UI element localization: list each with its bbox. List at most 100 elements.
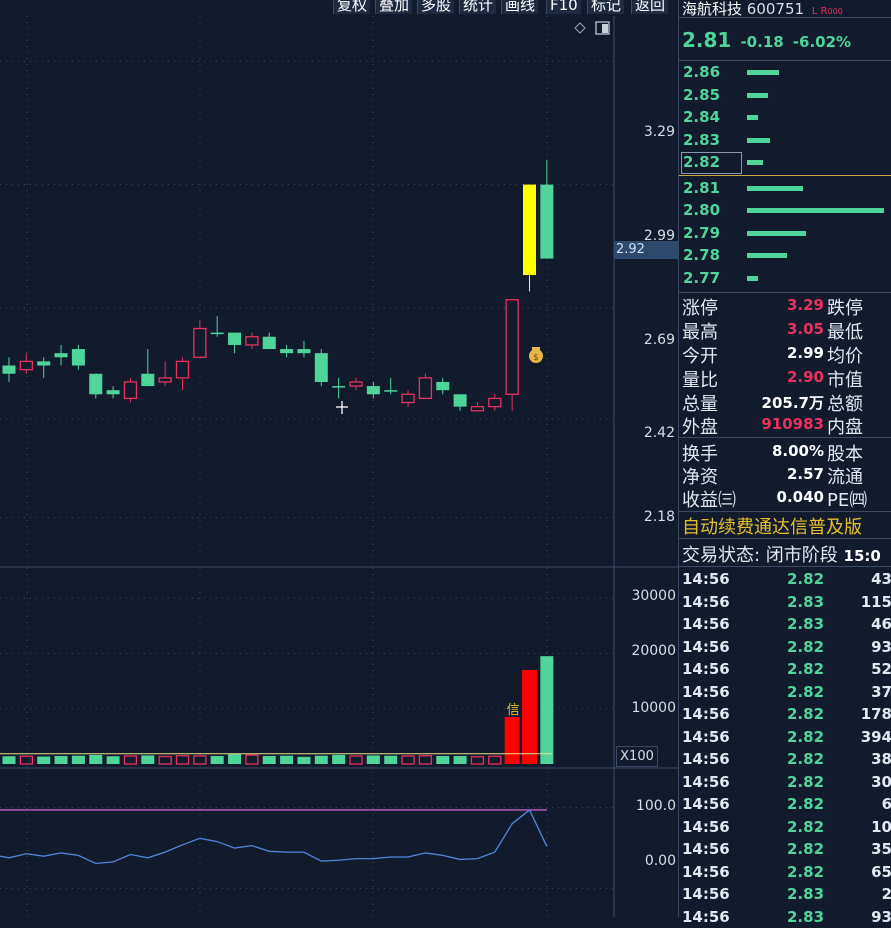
money-bag-icon: $ <box>529 347 543 363</box>
tick-price: 2.82 <box>787 840 825 858</box>
stat-value: 2.99 <box>786 344 824 362</box>
stat-label-2: 市值 <box>827 370 863 391</box>
tick-volume: 93 <box>871 637 891 656</box>
stock-title[interactable]: 海航科技 600751 L R000 <box>682 0 843 19</box>
ask-row[interactable]: 2.83 <box>679 130 891 152</box>
volume-series: 信 <box>0 656 554 765</box>
toolbar-button-draw-line[interactable]: 画线 <box>501 0 539 14</box>
volume-bar <box>175 755 190 765</box>
candle-body <box>54 353 68 358</box>
ask-row[interactable]: 2.85 <box>679 85 891 107</box>
ask-price: 2.85 <box>683 86 721 104</box>
tick-row: 14:56 2.82 37 <box>679 681 891 703</box>
toolbar-button-multi-stock[interactable]: 多股 <box>417 0 455 14</box>
tick-volume: 52 <box>871 660 891 678</box>
bid-volume-bar <box>747 276 758 281</box>
selected-price-box <box>681 152 742 174</box>
stat-row: 今开 2.99 均价 <box>679 342 891 367</box>
tick-price: 2.82 <box>787 750 825 768</box>
volume-axis-label: 20000 <box>631 643 676 659</box>
stat-value: 910983 <box>761 415 824 433</box>
tick-time: 14:56 <box>682 772 730 791</box>
tick-row: 14:56 2.82 6 <box>679 793 891 815</box>
tick-row: 14:56 2.83 2 <box>679 883 891 905</box>
ask-row[interactable]: 2.82 <box>679 152 891 174</box>
ask-volume-bar <box>747 70 779 75</box>
stat-row: 总量 205.7万 总额 <box>679 390 891 415</box>
ask-row[interactable]: 2.86 <box>679 62 891 84</box>
bid-row[interactable]: 2.80 <box>679 200 891 222</box>
volume-axis-label: 30000 <box>631 588 676 604</box>
tick-price: 2.83 <box>787 885 825 903</box>
toolbar-button-mark[interactable]: 标记 <box>587 0 625 14</box>
subscription-banner[interactable]: 自动续费通达信普及版 <box>682 517 862 538</box>
volume-bar <box>210 755 224 764</box>
kline-chart[interactable]: 信 $ <box>0 16 678 917</box>
chart-toolbar: 复权 叠加 多股 统计 画线 F10 标记 返回 <box>0 0 678 16</box>
tick-row: 14:56 2.82 38 <box>679 748 891 770</box>
stat-label: 换手 <box>682 444 718 465</box>
stat-label-2: 跌停 <box>827 298 863 319</box>
volume-bar <box>158 755 172 765</box>
stat-label: 净资 <box>682 467 718 488</box>
candle-body <box>401 393 415 404</box>
volume-bar <box>228 754 242 764</box>
tick-time: 14:56 <box>682 862 730 881</box>
bid-row[interactable]: 2.79 <box>679 223 891 245</box>
bid-price: 2.79 <box>683 224 721 242</box>
tick-time: 14:56 <box>682 682 730 701</box>
volume-bar <box>141 755 155 764</box>
stat-label: 涨停 <box>682 298 718 319</box>
price-summary: 2.81 -0.18 -6.02% <box>682 28 851 52</box>
candle-body <box>540 184 554 259</box>
candlestick-series <box>2 159 554 412</box>
stat-label-2: 最低 <box>827 322 863 343</box>
toolbar-button-overlay[interactable]: 叠加 <box>375 0 413 14</box>
tick-row: 14:56 2.82 10 <box>679 816 891 838</box>
toolbar-button-f10[interactable]: F10 <box>546 0 581 14</box>
candle-body <box>228 332 242 345</box>
toolbar-button-statistics[interactable]: 统计 <box>459 0 497 14</box>
bid-row[interactable]: 2.81 <box>679 178 891 200</box>
bid-row[interactable]: 2.77 <box>679 268 891 290</box>
diamond-icon[interactable] <box>574 22 586 34</box>
candle-body <box>384 390 398 392</box>
trade-status: 交易状态: 闭市阶段 15:0 <box>682 541 881 567</box>
volume-bar <box>453 755 467 764</box>
stock-name: 海航科技 <box>682 0 743 18</box>
toolbar-button-restore-rights[interactable]: 复权 <box>333 0 371 14</box>
tick-volume: 394 <box>860 727 891 746</box>
ask-volume-bar <box>747 115 758 120</box>
volume-marker-label: 信 <box>507 703 520 718</box>
tick-row: 14:56 2.82 178 <box>679 703 891 725</box>
candle-body <box>37 361 51 366</box>
candle-body <box>175 360 190 379</box>
candle-body <box>106 390 120 395</box>
volume-bar <box>488 755 502 765</box>
candle-body <box>262 336 276 350</box>
ask-row[interactable]: 2.84 <box>679 107 891 129</box>
orderbook-divider <box>679 175 891 176</box>
tick-volume: 178 <box>860 705 891 723</box>
tick-time: 14:56 <box>682 660 730 678</box>
tick-price: 2.82 <box>787 795 825 813</box>
tick-time: 14:56 <box>682 795 730 813</box>
tick-price: 2.82 <box>787 817 825 836</box>
volume-unit-button[interactable]: X100 <box>616 746 658 767</box>
candle-body <box>297 349 311 354</box>
volume-bar <box>106 756 120 764</box>
toolbar-button-back[interactable]: 返回 <box>631 0 669 14</box>
candle-body <box>505 299 519 395</box>
volume-bar <box>366 755 380 764</box>
tick-volume: 115 <box>860 592 891 611</box>
tick-volume: 37 <box>871 682 891 701</box>
price-axis-label: 2.18 <box>643 509 675 525</box>
window-icon[interactable] <box>595 21 610 35</box>
bid-row[interactable]: 2.78 <box>679 245 891 267</box>
tick-row: 14:56 2.82 93 <box>679 636 891 658</box>
tick-row: 14:56 2.83 46 <box>679 613 891 635</box>
stock-flag-main: L R <box>811 6 828 17</box>
volume-bar <box>71 755 85 764</box>
candle-body <box>123 381 138 400</box>
stat-value: 3.29 <box>786 296 824 314</box>
